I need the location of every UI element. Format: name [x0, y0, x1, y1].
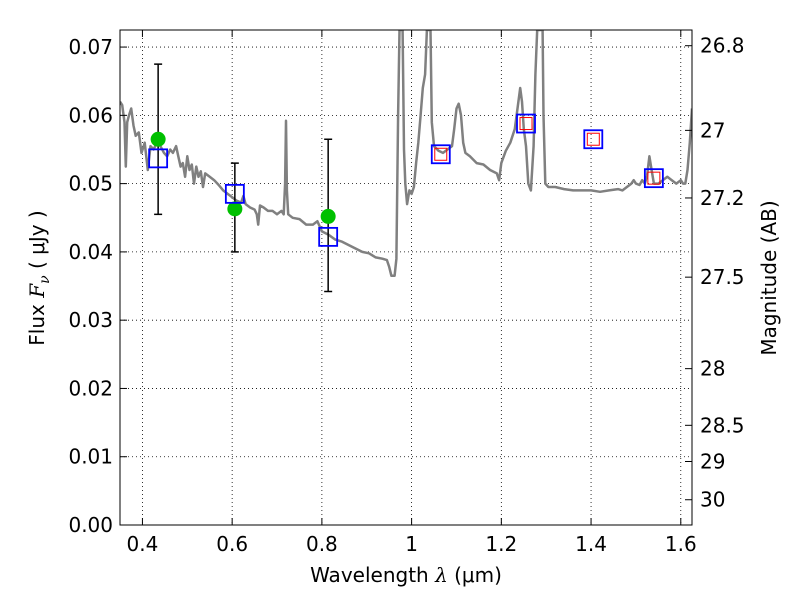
limit-marker [586, 132, 600, 146]
limit-markers [434, 117, 661, 185]
model-point [430, 144, 451, 165]
model-sed-line [120, 30, 692, 278]
sed-line-path [120, 30, 692, 278]
y2-axis-ticks: 26.8 27 27.2 27.5 28 28.5 29 30 [685, 34, 745, 512]
y-axis-title: Flux Fν ( μJy ) [25, 210, 53, 345]
x-tick-label: 1.4 [575, 532, 607, 556]
y2-tick-label: 29 [700, 450, 725, 474]
y2-tick-label: 27.2 [700, 186, 745, 210]
y-tick-label: 0.06 [68, 103, 113, 127]
y2-tick-label: 28.5 [700, 413, 745, 437]
grid [120, 30, 692, 525]
x-tick-label: 0.4 [127, 532, 159, 556]
model-point [148, 148, 169, 169]
x-tick-label: 1.6 [665, 532, 697, 556]
model-point [224, 183, 245, 204]
y-axis-ticks: 0.00 0.01 0.02 0.03 0.04 0.05 0.06 0.07 [68, 35, 127, 537]
observed-point [227, 201, 243, 217]
x-tick-label: 1.2 [485, 532, 517, 556]
y2-axis-title: Magnitude (AB) [757, 200, 781, 355]
plot-background [120, 30, 692, 525]
y2-tick-label: 26.8 [700, 34, 745, 58]
x-tick-label: 0.8 [306, 532, 338, 556]
y-tick-label: 0.01 [68, 445, 113, 469]
limit-marker [519, 117, 533, 131]
y-tick-label: 0.05 [68, 172, 113, 196]
y2-tick-label: 30 [700, 488, 725, 512]
model-points [148, 113, 664, 247]
x-tick-label: 0.6 [216, 532, 248, 556]
x-axis-title: Wavelength λ (μm) [310, 563, 502, 587]
y-tick-label: 0.00 [68, 513, 113, 537]
x-axis-ticks: 0.4 0.6 0.8 1 1.2 1.4 1.6 [127, 30, 697, 556]
y2-tick-label: 27.5 [700, 265, 745, 289]
y-tick-label: 0.07 [68, 35, 113, 59]
model-point [583, 129, 604, 150]
limit-marker [434, 147, 448, 161]
y-tick-label: 0.03 [68, 308, 113, 332]
y2-tick-label: 28 [700, 357, 725, 381]
y-tick-label: 0.04 [68, 240, 113, 264]
y2-tick-label: 27 [700, 118, 725, 142]
x-tick-label: 1 [405, 532, 418, 556]
observed-points [150, 131, 336, 224]
model-point [318, 226, 339, 247]
observed-point [320, 208, 336, 224]
model-point [516, 113, 536, 134]
observed-point [150, 131, 166, 147]
model-point [643, 168, 664, 189]
limit-marker [647, 171, 661, 185]
y-tick-label: 0.02 [68, 376, 113, 400]
